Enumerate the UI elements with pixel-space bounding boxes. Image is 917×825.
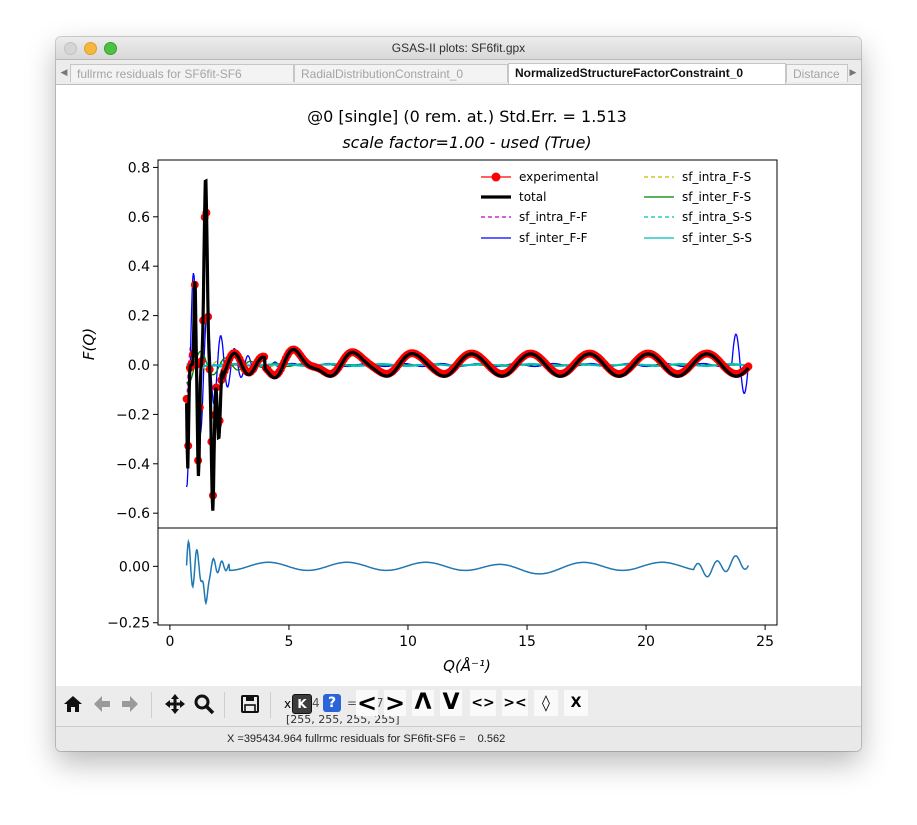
tab-distance[interactable]: Distance [786,64,848,82]
contract-x-button[interactable]: >< [502,690,528,716]
pixel-readout: [255, 255, 255, 255] [286,713,400,726]
toolbar-separator [151,692,152,718]
y-tick-label: −0.4 [116,457,150,473]
save-icon[interactable] [238,693,262,717]
legend-label-sf-intra-f-s: sf_intra_F-S [682,170,751,184]
status-text: X =395434.964 fullrmc residuals for SF6f… [227,733,506,745]
residual-axes-frame [157,527,778,626]
legend-label-sf-inter-s-s: sf_inter_S-S [682,231,752,245]
series-experimental-line [186,193,749,498]
tab-normalized-structure-factor[interactable]: NormalizedStructureFactorConstraint_0 [508,63,786,84]
title-bar[interactable]: GSAS-II plots: SF6fit.gpx [56,37,861,60]
x-tick-label: 10 [399,634,417,650]
y-tick-label: 0.4 [128,259,150,275]
forward-arrow-icon[interactable] [118,693,142,717]
k-key-icon[interactable]: K [292,694,312,714]
legend-label-sf-inter-f-s: sf_inter_F-S [682,190,751,204]
tab-scroll-right-icon[interactable]: ▶ [849,68,857,78]
tab-radial-distribution[interactable]: RadialDistributionConstraint_0 [294,64,508,82]
readout-7: 7 [376,696,384,710]
expand-x-button[interactable]: <> [470,690,496,716]
x-tick-label: 0 [165,634,174,650]
y-tick-label: 0.0 [128,358,150,374]
chart-svg[interactable]: @0 [single] (0 rem. at.) Std.Err. = 1.51… [56,85,861,686]
y-axis-label: F(Q) [80,328,98,360]
tab-fullrmc-residuals[interactable]: fullrmc residuals for SF6fit-SF6 [70,64,294,82]
shift-up-button[interactable]: Λ [412,690,434,716]
y-tick-label: 0.6 [128,210,150,226]
x-axis-label: Q(Å⁻¹) [443,656,491,675]
legend-marker-experimental [491,172,501,182]
toolbar-separator [270,692,271,718]
window-title: GSAS-II plots: SF6fit.gpx [391,41,526,55]
tab-scroll-left-icon[interactable]: ◀ [60,68,68,78]
zoom-button[interactable] [104,42,117,55]
legend-label-sf-inter-f-f: sf_inter_F-F [519,231,588,245]
toolbar-separator [224,692,225,718]
legend-label-sf-intra-f-f: sf_intra_F-F [519,210,588,224]
x-tick-label: 25 [756,634,774,650]
shift-right-button[interactable]: > [384,689,406,717]
residual-line [185,538,750,606]
y-tick-label: 0.2 [128,309,150,325]
series-total-line [185,178,750,511]
x-tick-label: 5 [284,634,293,650]
pan-icon[interactable] [163,693,187,717]
minimize-button[interactable] [84,42,97,55]
y-tick-label: 0.8 [128,160,150,176]
readout-4: 4 [312,696,320,710]
plot-toolbar: x K 4 ? = 7 [255, 255, 255, 255] < > Λ V… [56,686,861,726]
legend-label-sf-intra-s-s: sf_intra_S-S [682,210,752,224]
contract-y-button[interactable]: Ⅹ [564,690,588,716]
y-tick-label: −0.2 [116,407,150,423]
back-arrow-icon[interactable] [90,693,114,717]
x-tick-label: 15 [518,634,536,650]
status-bar: X =395434.964 fullrmc residuals for SF6f… [56,726,861,751]
expand-y-button[interactable]: ◊ [534,690,558,716]
x-tick-label: 20 [637,634,655,650]
close-button[interactable] [64,42,77,55]
legend-label-experimental: experimental [519,170,599,184]
y-tick-label: −0.6 [116,506,150,522]
plot-canvas[interactable]: @0 [single] (0 rem. at.) Std.Err. = 1.51… [56,85,861,686]
chart-title-line2: scale factor=1.00 - used (True) [342,133,591,152]
legend-label-total: total [519,190,546,204]
residual-y-tick-label: −0.25 [107,616,150,632]
shift-down-button[interactable]: V [440,690,462,716]
main-plot-series [182,178,753,511]
home-icon[interactable] [61,693,85,717]
readout-eq: = [347,696,358,710]
help-icon[interactable]: ? [323,694,341,712]
tab-bar: ◀ fullrmc residuals for SF6fit-SF6 Radia… [56,60,861,85]
plot-window: GSAS-II plots: SF6fit.gpx ◀ fullrmc resi… [56,37,861,751]
residual-y-tick-label: 0.00 [119,559,150,575]
chart-title-line1: @0 [single] (0 rem. at.) Std.Err. = 1.51… [307,107,627,126]
shift-left-button[interactable]: < [356,689,378,717]
key-label: x [284,697,292,711]
zoom-icon[interactable] [192,693,216,717]
series-sf-inter-f-f-line [185,272,750,488]
